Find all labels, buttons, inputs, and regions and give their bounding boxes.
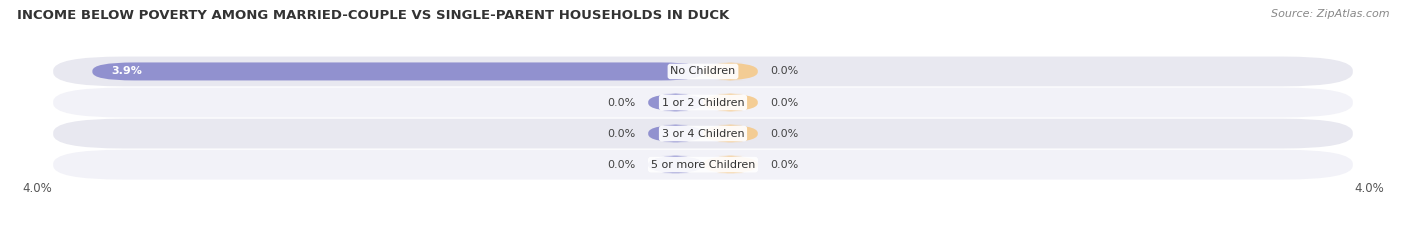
FancyBboxPatch shape bbox=[648, 93, 703, 112]
FancyBboxPatch shape bbox=[703, 93, 758, 112]
Text: No Children: No Children bbox=[671, 66, 735, 76]
FancyBboxPatch shape bbox=[93, 62, 703, 80]
Text: Source: ZipAtlas.com: Source: ZipAtlas.com bbox=[1271, 9, 1389, 19]
Text: 3 or 4 Children: 3 or 4 Children bbox=[662, 129, 744, 139]
Text: 4.0%: 4.0% bbox=[22, 182, 52, 195]
Text: 3.9%: 3.9% bbox=[111, 66, 142, 76]
FancyBboxPatch shape bbox=[53, 88, 1353, 117]
FancyBboxPatch shape bbox=[703, 156, 758, 174]
Text: 0.0%: 0.0% bbox=[770, 160, 799, 170]
Text: 0.0%: 0.0% bbox=[770, 66, 799, 76]
FancyBboxPatch shape bbox=[703, 62, 758, 80]
Text: 0.0%: 0.0% bbox=[770, 98, 799, 107]
Text: 0.0%: 0.0% bbox=[607, 160, 636, 170]
FancyBboxPatch shape bbox=[53, 57, 1353, 86]
FancyBboxPatch shape bbox=[703, 125, 758, 143]
Text: 0.0%: 0.0% bbox=[607, 98, 636, 107]
Text: 5 or more Children: 5 or more Children bbox=[651, 160, 755, 170]
Text: INCOME BELOW POVERTY AMONG MARRIED-COUPLE VS SINGLE-PARENT HOUSEHOLDS IN DUCK: INCOME BELOW POVERTY AMONG MARRIED-COUPL… bbox=[17, 9, 730, 22]
Text: 0.0%: 0.0% bbox=[770, 129, 799, 139]
Text: 4.0%: 4.0% bbox=[1354, 182, 1384, 195]
FancyBboxPatch shape bbox=[648, 156, 703, 174]
FancyBboxPatch shape bbox=[53, 150, 1353, 180]
Text: 0.0%: 0.0% bbox=[607, 129, 636, 139]
FancyBboxPatch shape bbox=[53, 119, 1353, 148]
FancyBboxPatch shape bbox=[648, 125, 703, 143]
Text: 1 or 2 Children: 1 or 2 Children bbox=[662, 98, 744, 107]
